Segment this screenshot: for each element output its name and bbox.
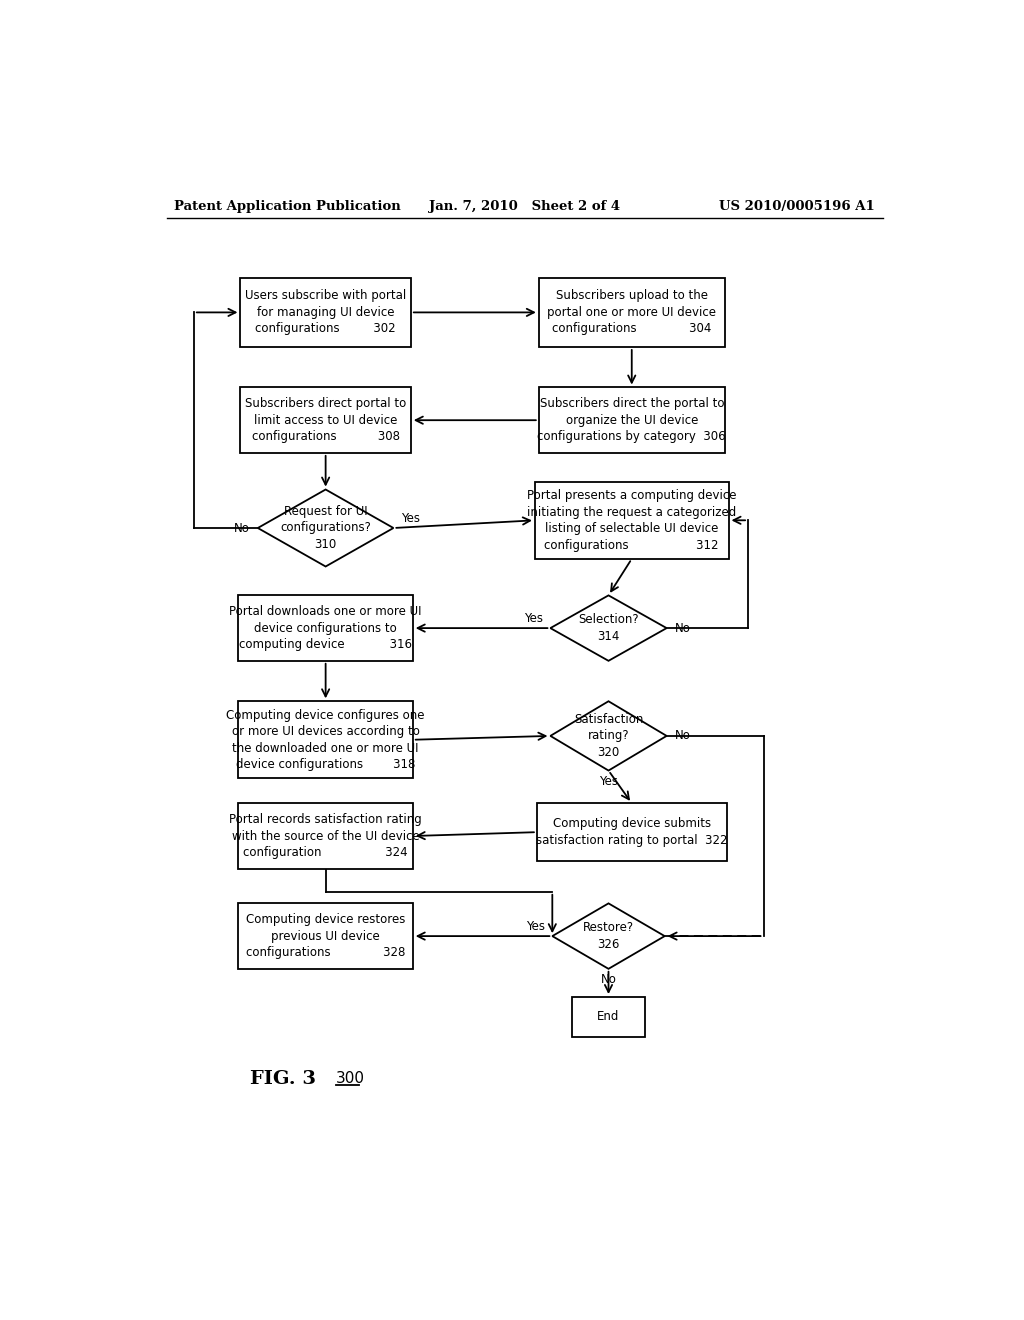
Text: Portal downloads one or more UI
device configurations to
computing device       : Portal downloads one or more UI device c…	[229, 605, 422, 651]
Text: 300: 300	[336, 1071, 365, 1086]
FancyBboxPatch shape	[239, 804, 413, 869]
FancyBboxPatch shape	[241, 388, 411, 453]
Text: Yes: Yes	[523, 612, 543, 626]
Text: Portal presents a computing device
initiating the request a categorized
listing : Portal presents a computing device initi…	[527, 488, 736, 552]
FancyBboxPatch shape	[239, 701, 413, 779]
Polygon shape	[552, 903, 665, 969]
Text: No: No	[600, 973, 616, 986]
Text: Yes: Yes	[401, 512, 420, 525]
Text: Users subscribe with portal
for managing UI device
configurations         302: Users subscribe with portal for managing…	[245, 289, 407, 335]
FancyBboxPatch shape	[539, 277, 725, 347]
Text: Patent Application Publication: Patent Application Publication	[174, 199, 401, 213]
Text: End: End	[597, 1010, 620, 1023]
Text: No: No	[675, 622, 690, 635]
Text: Portal records satisfaction rating
with the source of the UI device
configuratio: Portal records satisfaction rating with …	[229, 813, 422, 859]
Polygon shape	[258, 490, 393, 566]
Text: US 2010/0005196 A1: US 2010/0005196 A1	[719, 199, 876, 213]
Text: Yes: Yes	[525, 920, 545, 933]
Text: No: No	[234, 521, 250, 535]
Text: Restore?
326: Restore? 326	[583, 921, 634, 950]
FancyBboxPatch shape	[537, 804, 727, 861]
FancyBboxPatch shape	[535, 482, 729, 558]
Text: Jan. 7, 2010   Sheet 2 of 4: Jan. 7, 2010 Sheet 2 of 4	[429, 199, 621, 213]
Text: FIG. 3: FIG. 3	[250, 1069, 316, 1088]
Polygon shape	[550, 595, 667, 661]
FancyBboxPatch shape	[239, 595, 413, 661]
FancyBboxPatch shape	[241, 277, 411, 347]
FancyBboxPatch shape	[539, 388, 725, 453]
Text: Computing device submits
satisfaction rating to portal  322: Computing device submits satisfaction ra…	[536, 817, 727, 847]
Text: Subscribers direct portal to
limit access to UI device
configurations           : Subscribers direct portal to limit acces…	[245, 397, 407, 444]
Text: Selection?
314: Selection? 314	[579, 614, 639, 643]
FancyBboxPatch shape	[239, 903, 413, 969]
Text: Satisfaction
rating?
320: Satisfaction rating? 320	[573, 713, 643, 759]
Text: Subscribers upload to the
portal one or more UI device
configurations           : Subscribers upload to the portal one or …	[547, 289, 716, 335]
Text: Yes: Yes	[599, 775, 618, 788]
Text: No: No	[675, 730, 690, 742]
Text: Computing device configures one
or more UI devices according to
the downloaded o: Computing device configures one or more …	[226, 709, 425, 771]
FancyBboxPatch shape	[571, 997, 645, 1038]
Text: Request for UI
configurations?
310: Request for UI configurations? 310	[281, 506, 371, 550]
Text: Subscribers direct the portal to
organize the UI device
configurations by catego: Subscribers direct the portal to organiz…	[538, 397, 726, 444]
Polygon shape	[550, 701, 667, 771]
Text: Computing device restores
previous UI device
configurations              328: Computing device restores previous UI de…	[246, 913, 406, 960]
